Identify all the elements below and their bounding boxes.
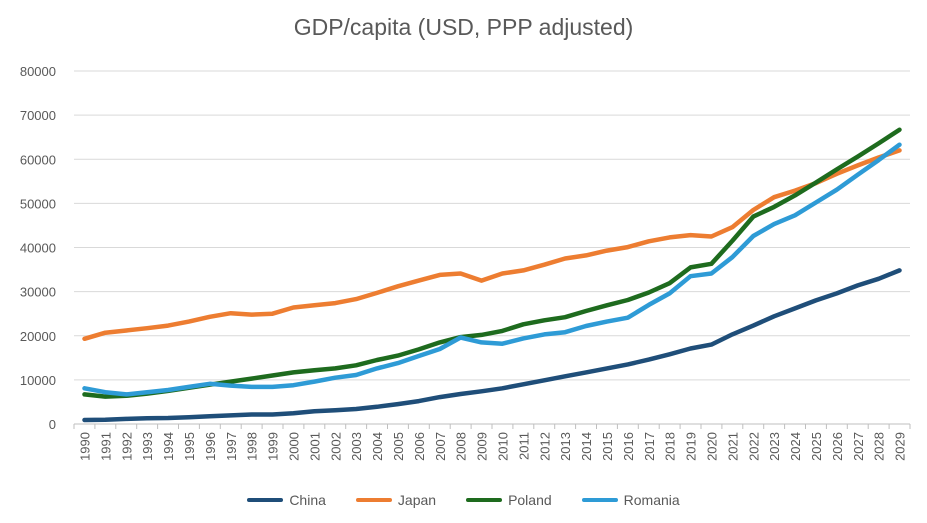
x-tick-label: 2027 <box>851 432 866 461</box>
y-tick-label: 20000 <box>20 329 56 344</box>
x-tick-label: 1997 <box>224 432 239 461</box>
x-tick-label: 2015 <box>600 432 615 461</box>
x-tick-label: 2013 <box>558 432 573 461</box>
x-tick-label: 1992 <box>119 432 134 461</box>
x-tick-label: 2024 <box>788 432 803 461</box>
chart-title: GDP/capita (USD, PPP adjusted) <box>293 14 634 40</box>
x-tick-label: 2008 <box>454 432 469 461</box>
legend-item-japan: Japan <box>355 492 437 508</box>
legend-item-china: China <box>247 492 326 508</box>
x-tick-label: 2021 <box>725 432 740 461</box>
y-tick-label: 60000 <box>20 152 56 167</box>
x-tick-label: 2009 <box>475 432 490 461</box>
x-tick-label: 1999 <box>266 432 281 461</box>
y-tick-label: 0 <box>49 417 56 432</box>
x-tick-label: 2016 <box>621 432 636 461</box>
x-tick-label: 2010 <box>495 432 510 461</box>
x-tick-label: 2018 <box>663 432 678 461</box>
x-tick-label: 1996 <box>203 432 218 461</box>
x-tick-label: 2003 <box>349 432 364 461</box>
series-line-poland <box>82 127 902 399</box>
y-axis: 0 10000 20000 30000 40000 50000 60000 70000 8000… <box>20 64 56 432</box>
legend-label: China <box>289 492 326 508</box>
x-tick-label: 1993 <box>140 432 155 461</box>
x-tick-label: 2025 <box>809 432 824 461</box>
series-line-romania <box>82 142 902 397</box>
legend-swatch <box>466 498 503 502</box>
x-tick-label: 2026 <box>830 432 845 461</box>
legend: China Japan Poland Romania <box>0 492 927 508</box>
y-tick-label: 80000 <box>20 64 56 79</box>
x-tick-label: 1991 <box>98 432 113 461</box>
x-tick-label: 2006 <box>412 432 427 461</box>
legend-item-poland: Poland <box>466 492 552 508</box>
x-tick-label: 1990 <box>77 432 92 461</box>
x-tick-label: 2007 <box>433 432 448 461</box>
legend-label: Romania <box>623 492 680 508</box>
x-tick-label: 2019 <box>684 432 699 461</box>
x-axis: 1990 1991 1992 1993 1994 1995 1996 1997 1998 1999… <box>73 424 911 461</box>
y-tick-label: 40000 <box>20 241 56 256</box>
series-line-china <box>82 268 902 423</box>
legend-swatch <box>355 498 392 502</box>
legend-item-romania: Romania <box>581 492 680 508</box>
legend-swatch <box>247 498 284 502</box>
legend-label: Japan <box>397 492 437 508</box>
x-tick-label: 2001 <box>307 432 322 461</box>
x-tick-label: 2022 <box>746 432 761 461</box>
y-tick-label: 30000 <box>20 285 56 300</box>
x-tick-label: 2014 <box>579 432 594 461</box>
legend-swatch <box>581 498 618 502</box>
x-tick-label: 2028 <box>872 432 887 461</box>
legend-label: Poland <box>508 492 552 508</box>
x-tick-label: 2000 <box>286 432 301 461</box>
x-tick-label: 2004 <box>370 432 385 461</box>
y-tick-label: 50000 <box>20 196 56 211</box>
x-tick-label: 2020 <box>704 432 719 461</box>
x-tick-label: 2005 <box>391 432 406 461</box>
y-tick-label: 70000 <box>20 108 56 123</box>
x-tick-label: 2012 <box>537 432 552 461</box>
x-tick-label: 2023 <box>767 432 782 461</box>
x-tick-label: 2011 <box>516 432 531 460</box>
x-tick-label: 2029 <box>893 432 908 461</box>
x-tick-label: 2002 <box>328 432 343 461</box>
x-tick-label: 1998 <box>245 432 260 461</box>
gridlines <box>74 70 910 425</box>
series-line-japan <box>82 148 902 342</box>
x-tick-label: 2017 <box>642 432 657 461</box>
y-tick-label: 10000 <box>20 373 56 388</box>
x-tick-label: 1995 <box>182 432 197 461</box>
series-lines <box>82 127 902 423</box>
x-tick-label: 1994 <box>161 432 176 461</box>
